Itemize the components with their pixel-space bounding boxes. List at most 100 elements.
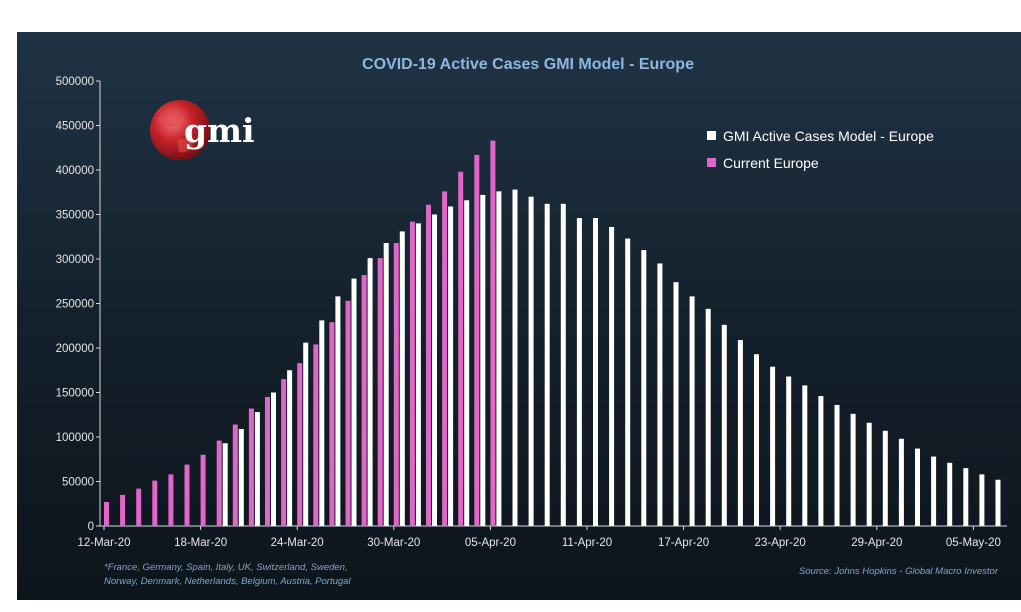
- bar-gmi-model: [802, 385, 808, 526]
- bar-gmi-model: [319, 320, 325, 526]
- bar-gmi-model: [560, 203, 566, 526]
- bar-current-europe: [152, 480, 158, 526]
- x-tick-label: 05-Apr-20: [465, 537, 516, 549]
- bar-gmi-model: [544, 203, 550, 526]
- bar-current-europe: [297, 363, 303, 526]
- bar-gmi-model: [979, 474, 985, 526]
- y-ticks: 0 50000 100000 150000 200000 250000 300000 3500…: [56, 76, 100, 533]
- bar-gmi-model: [834, 404, 840, 526]
- bar-current-europe: [120, 494, 126, 526]
- x-tick-label: 12-Mar-20: [77, 537, 130, 549]
- bar-gmi-model: [770, 366, 776, 526]
- y-tick-label: 50000: [62, 477, 94, 489]
- x-tick-label: 11-Apr-20: [562, 537, 612, 549]
- x-tick-label: 17-Apr-20: [658, 537, 709, 549]
- logo-text: gmi: [184, 111, 255, 150]
- y-tick-label: 400000: [56, 165, 94, 177]
- bar-current-europe: [442, 191, 448, 527]
- bar-gmi-model: [287, 370, 293, 526]
- bar-current-europe: [104, 501, 109, 526]
- bar-current-europe: [393, 242, 399, 527]
- bar-gmi-model: [866, 422, 872, 526]
- bar-current-europe: [184, 464, 190, 526]
- bar-gmi-model: [641, 250, 647, 526]
- bar-gmi-model: [238, 428, 244, 526]
- x-tick-label: 23-Apr-20: [755, 537, 806, 549]
- bar-gmi-model: [995, 479, 1001, 526]
- bar-current-europe: [265, 396, 270, 526]
- bar-current-europe: [168, 474, 174, 526]
- x-tick-label: 24-Mar-20: [271, 537, 324, 549]
- globe-continents: [157, 111, 193, 153]
- y-tick-label: 500000: [56, 76, 94, 88]
- y-tick-label: 300000: [56, 254, 94, 266]
- bar-gmi-model: [963, 468, 969, 526]
- legend-label-model: GMI Active Cases Model - Europe: [723, 128, 934, 144]
- legend: GMI Active Cases Model - Europe Current …: [707, 128, 934, 171]
- bar-current-europe: [248, 408, 254, 526]
- bar-current-europe: [232, 424, 238, 526]
- bar-gmi-model: [399, 231, 405, 526]
- bar-gmi-model: [464, 200, 470, 526]
- bar-gmi-model: [415, 223, 421, 526]
- footnote-line-1: *France, Germany, Spain, Italy, UK, Swit…: [104, 562, 348, 573]
- x-tick-label: 05-May-20: [946, 537, 1001, 549]
- bar-gmi-model: [383, 242, 389, 527]
- bar-gmi-model: [367, 258, 373, 526]
- chart-title: COVID-19 Active Cases GMI Model - Europe: [362, 56, 694, 73]
- bar-gmi-model: [915, 448, 920, 526]
- legend-label-current: Current Europe: [723, 155, 819, 171]
- chart-canvas: COVID-19 Active Cases GMI Model - Europe…: [56, 56, 1007, 587]
- bar-gmi-model: [625, 238, 631, 526]
- bar-current-europe: [200, 454, 206, 526]
- bar-gmi-model: [593, 218, 598, 526]
- bar-current-europe: [361, 275, 367, 526]
- bar-gmi-model: [351, 278, 357, 526]
- bar-gmi-model: [657, 263, 663, 526]
- bar-current-europe: [426, 204, 431, 526]
- bar-gmi-model: [737, 339, 743, 526]
- footnote-line-2: Norway, Denmark, Netherlands, Belgium, A…: [104, 576, 351, 587]
- chart-frame: COVID-19 Active Cases GMI Model - Europe…: [17, 32, 1021, 600]
- y-tick-label: 200000: [56, 343, 94, 355]
- bar-gmi-model: [512, 189, 518, 526]
- bars: [104, 140, 1001, 527]
- bar-gmi-model: [576, 218, 582, 526]
- bar-current-europe: [136, 488, 142, 526]
- bar-current-europe: [409, 221, 415, 526]
- source-note: Source: Johns Hopkins - Global Macro Inv…: [799, 566, 999, 577]
- bar-gmi-model: [609, 226, 615, 526]
- bar-current-europe: [216, 440, 222, 526]
- bar-gmi-model: [850, 413, 856, 526]
- bar-current-europe: [345, 300, 351, 526]
- bar-gmi-model: [673, 282, 679, 526]
- bar-gmi-model: [786, 376, 792, 526]
- y-tick-label: 100000: [56, 432, 94, 444]
- y-tick-label: 450000: [56, 121, 94, 133]
- bar-gmi-model: [303, 342, 309, 526]
- bar-current-europe: [281, 379, 287, 526]
- bar-current-europe: [313, 344, 319, 526]
- x-tick-label: 29-Apr-20: [851, 537, 902, 549]
- bar-gmi-model: [898, 438, 904, 526]
- bar-gmi-model: [335, 296, 341, 526]
- bar-current-europe: [329, 322, 335, 526]
- bar-gmi-model: [480, 194, 486, 527]
- bar-gmi-model: [222, 443, 228, 526]
- bar-gmi-model: [947, 462, 953, 526]
- bar-gmi-model: [528, 196, 534, 526]
- legend-swatch-model: [707, 131, 716, 140]
- x-tick-label: 30-Mar-20: [367, 537, 420, 549]
- bar-gmi-model: [818, 396, 824, 526]
- bar-gmi-model: [496, 191, 502, 527]
- bar-gmi-model: [689, 296, 695, 526]
- x-ticks: 12-Mar-20 18-Mar-20 24-Mar-20 30-Mar-20 05-A…: [77, 526, 1001, 549]
- bar-current-europe: [458, 171, 464, 526]
- bar-current-europe: [377, 258, 383, 526]
- y-tick-label: 250000: [56, 299, 94, 311]
- bar-gmi-model: [254, 412, 260, 526]
- bar-gmi-model: [931, 456, 937, 526]
- bar-gmi-model: [754, 354, 759, 526]
- gmi-logo: gmi: [150, 100, 255, 160]
- x-tick-label: 18-Mar-20: [174, 537, 227, 549]
